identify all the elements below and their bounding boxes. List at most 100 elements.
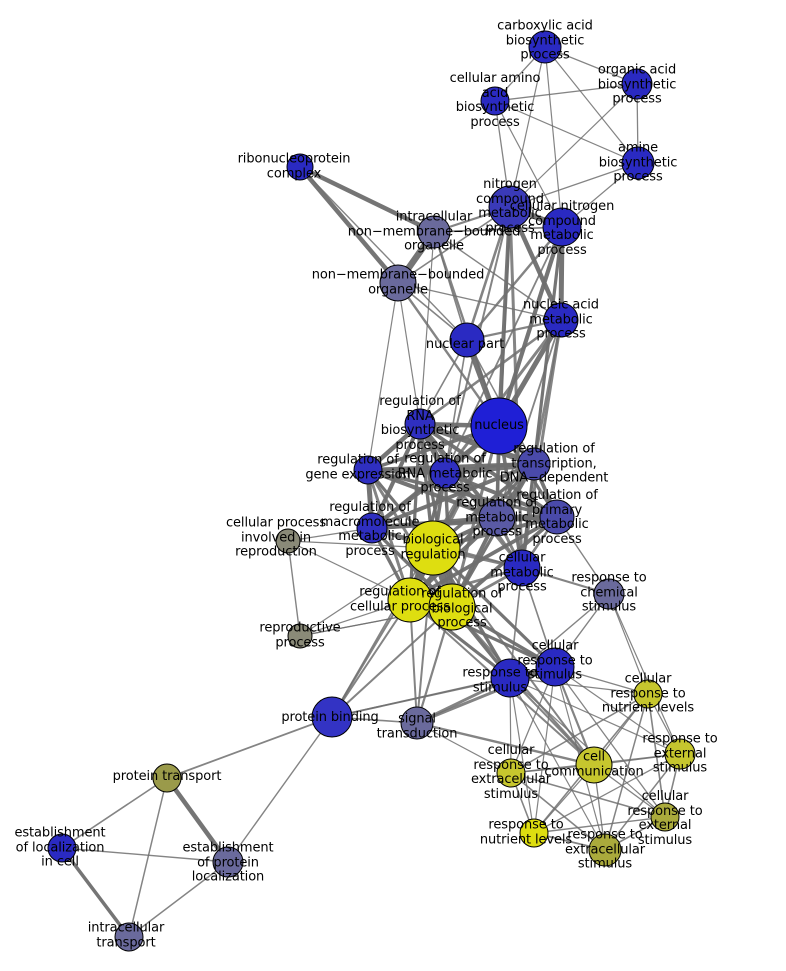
graph-edge [433,226,563,233]
graph-edge [418,422,454,609]
graph-edge [415,721,596,767]
graph-edge [443,318,563,475]
graph-edge [128,777,168,938]
graph-edge [509,677,595,766]
graph-node[interactable] [470,397,528,455]
graph-edge [433,231,562,321]
graph-node[interactable] [539,499,575,535]
graph-edge [443,471,559,519]
graph-node[interactable] [478,499,516,537]
graph-edge [608,593,649,695]
graph-edge [128,861,229,938]
graph-node[interactable] [621,68,653,100]
graph-node[interactable] [535,647,575,687]
graph-edge [509,46,546,208]
graph-edge [365,467,500,521]
graph-node[interactable] [417,215,451,249]
graph-edge [331,599,411,718]
graph-edge [366,468,559,519]
graph-edge [494,83,638,102]
graph-edge [287,540,411,601]
graph-edge [509,593,610,679]
graph-edge [509,162,639,208]
graph-edge [465,225,564,342]
graph-node[interactable] [621,146,655,180]
graph-edge [397,282,562,321]
graph-edge [419,231,435,425]
graph-edge [287,540,301,637]
graph-node[interactable] [575,746,613,784]
graph-edge [61,847,229,863]
graph-edge [608,593,681,755]
graph-node[interactable] [114,922,144,952]
graph-node[interactable] [356,512,388,544]
graph-edge [520,318,563,570]
node-layer [47,30,696,952]
graph-edge [544,46,638,85]
graph-node[interactable] [428,583,476,631]
graph-edge [509,677,535,834]
graph-node[interactable] [517,447,551,481]
graph-node[interactable] [528,30,562,64]
graph-edge [444,339,468,474]
graph-edge [415,665,557,725]
graph-edge [494,100,563,228]
graph-edge [416,722,512,774]
graph-node[interactable] [449,322,485,358]
graph-edge [510,772,666,818]
graph-node[interactable] [212,846,244,878]
graph-edge [544,46,639,164]
graph-node[interactable] [480,86,510,116]
graph-edge [533,753,681,834]
graph-edge [450,424,501,609]
graph-edge [533,816,666,834]
graph-node[interactable] [286,153,314,181]
graph-edge [166,716,333,779]
graph-edge [61,777,168,849]
graph-node[interactable] [387,577,433,623]
graph-node[interactable] [405,520,461,576]
graph-node[interactable] [503,549,541,587]
graph-node[interactable] [152,763,182,793]
graph-node[interactable] [400,706,434,740]
graph-edge [509,83,638,208]
graph-node[interactable] [404,408,436,440]
graph-edge [554,666,666,818]
graph-edge [509,677,649,695]
graph-node[interactable] [47,833,77,863]
graph-edge [227,716,333,863]
graph-edge [370,462,536,530]
graph-edge [533,666,556,834]
graph-edge [604,753,681,851]
graph-node[interactable] [275,528,301,554]
graph-edge [431,546,557,669]
graph-edge [331,425,500,718]
graph-edge [416,547,434,724]
graph-edge [509,677,681,755]
graph-node[interactable] [593,578,625,610]
graph-node[interactable] [353,455,383,485]
graph-edge [164,775,231,865]
graph-node[interactable] [650,802,680,832]
graph-edge [397,282,421,425]
graph-node[interactable] [496,758,526,788]
graph-node[interactable] [287,623,313,649]
graph-node[interactable] [633,679,663,709]
graph-node[interactable] [379,264,417,302]
graph-node[interactable] [429,457,461,489]
graph-node[interactable] [543,302,579,338]
edge-layer [60,46,681,939]
graph-edge [397,206,511,284]
graph-node[interactable] [588,833,622,867]
graph-node[interactable] [519,818,549,848]
graph-edge [510,693,649,774]
graph-node[interactable] [664,738,696,770]
graph-edge [60,846,131,939]
graph-edge [509,677,606,851]
graph-edge [299,166,468,341]
graph-node[interactable] [311,696,353,738]
graph-node[interactable] [490,658,530,698]
graph-node[interactable] [542,207,582,247]
graph-edge [494,100,639,164]
graph-node[interactable] [488,185,532,229]
